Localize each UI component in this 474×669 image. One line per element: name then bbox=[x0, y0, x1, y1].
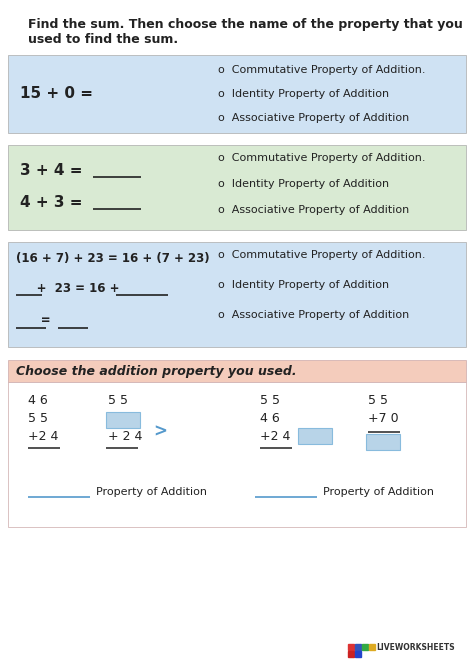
Bar bbox=[355, 651, 361, 657]
Text: o  Associative Property of Addition: o Associative Property of Addition bbox=[218, 205, 409, 215]
Text: +  23 = 16 +: + 23 = 16 + bbox=[16, 282, 124, 295]
Text: o  Associative Property of Addition: o Associative Property of Addition bbox=[218, 310, 409, 320]
Text: Find the sum. Then choose the name of the property that you: Find the sum. Then choose the name of th… bbox=[28, 18, 463, 31]
Text: 4 6: 4 6 bbox=[260, 412, 280, 425]
Text: o  Associative Property of Addition: o Associative Property of Addition bbox=[218, 113, 409, 123]
Text: =: = bbox=[16, 314, 75, 327]
Text: o  Commutative Property of Addition.: o Commutative Property of Addition. bbox=[218, 65, 426, 75]
FancyBboxPatch shape bbox=[8, 382, 466, 527]
Text: 5 5: 5 5 bbox=[108, 394, 128, 407]
Bar bbox=[348, 644, 354, 650]
Text: 5 5: 5 5 bbox=[368, 394, 388, 407]
FancyBboxPatch shape bbox=[366, 434, 400, 450]
FancyBboxPatch shape bbox=[106, 412, 140, 428]
Text: + 2 4: + 2 4 bbox=[108, 430, 142, 443]
Text: >: > bbox=[153, 423, 167, 441]
Bar bbox=[369, 644, 375, 650]
Bar bbox=[362, 644, 368, 650]
Text: 5 5: 5 5 bbox=[260, 394, 280, 407]
Text: +2 4: +2 4 bbox=[260, 430, 291, 443]
Text: o  Identity Property of Addition: o Identity Property of Addition bbox=[218, 89, 389, 99]
FancyBboxPatch shape bbox=[8, 360, 466, 382]
Text: +2 4: +2 4 bbox=[28, 430, 58, 443]
Text: 4 6: 4 6 bbox=[28, 394, 48, 407]
Text: Property of Addition: Property of Addition bbox=[96, 487, 207, 497]
FancyBboxPatch shape bbox=[298, 428, 332, 444]
Text: o  Commutative Property of Addition.: o Commutative Property of Addition. bbox=[218, 250, 426, 260]
Text: o  Identity Property of Addition: o Identity Property of Addition bbox=[218, 280, 389, 290]
FancyBboxPatch shape bbox=[8, 242, 466, 347]
Bar bbox=[348, 651, 354, 657]
Text: o  Identity Property of Addition: o Identity Property of Addition bbox=[218, 179, 389, 189]
Text: o  Commutative Property of Addition.: o Commutative Property of Addition. bbox=[218, 153, 426, 163]
Text: 4 + 3 =: 4 + 3 = bbox=[20, 195, 82, 210]
Text: LIVEWORKSHEETS: LIVEWORKSHEETS bbox=[376, 643, 455, 652]
Text: +7 0: +7 0 bbox=[368, 412, 399, 425]
Text: 5 5: 5 5 bbox=[28, 412, 48, 425]
FancyBboxPatch shape bbox=[8, 55, 466, 133]
FancyBboxPatch shape bbox=[8, 145, 466, 230]
Text: 3 + 4 =: 3 + 4 = bbox=[20, 163, 82, 178]
Text: used to find the sum.: used to find the sum. bbox=[28, 33, 178, 46]
Bar bbox=[355, 644, 361, 650]
Text: Property of Addition: Property of Addition bbox=[323, 487, 434, 497]
Text: 15 + 0 =: 15 + 0 = bbox=[20, 86, 93, 102]
Text: (16 + 7) + 23 = 16 + (7 + 23): (16 + 7) + 23 = 16 + (7 + 23) bbox=[16, 252, 210, 265]
Text: Choose the addition property you used.: Choose the addition property you used. bbox=[16, 365, 297, 377]
